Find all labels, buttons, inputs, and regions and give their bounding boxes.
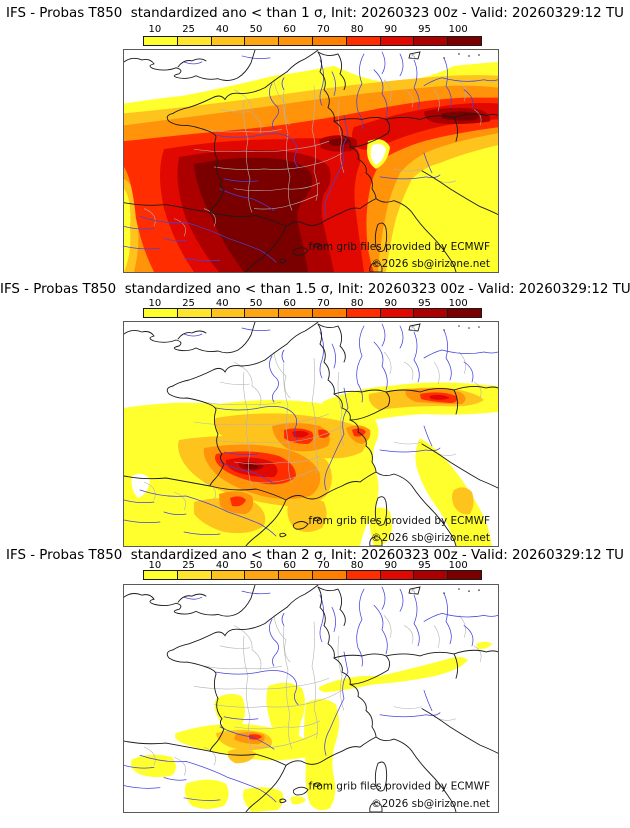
colorbar-segment bbox=[177, 571, 212, 579]
colorbar-tick-label: 10 bbox=[148, 298, 162, 309]
colorbar-segment bbox=[346, 571, 381, 579]
colorbar-segment bbox=[245, 571, 280, 579]
colorbar-segment bbox=[279, 37, 313, 45]
colorbar-tick-label: 100 bbox=[448, 24, 468, 35]
colorbar-segment bbox=[380, 309, 415, 317]
colorbar-segment bbox=[414, 571, 449, 579]
panel-2-title: IFS - Probas T850 standardized ano < tha… bbox=[0, 282, 630, 297]
colorbar-segment bbox=[211, 571, 246, 579]
colorbar-segment bbox=[312, 571, 347, 579]
colorbar-tick-label: 80 bbox=[350, 24, 364, 35]
panel-3-colorbar bbox=[143, 570, 482, 580]
colorbar-tick-label: 10 bbox=[148, 560, 162, 571]
watermark-copyright: ©2026 sb@irizone.net bbox=[371, 798, 490, 810]
panel-2-colorbar-ticks: 10 25 40 50 60 70 80 90 95 100 bbox=[138, 298, 475, 309]
colorbar-tick-label: 70 bbox=[317, 560, 330, 571]
colorbar-segment bbox=[414, 309, 449, 317]
panel-1-colorbar-ticks: 10 25 40 50 60 70 80 90 95 100 bbox=[138, 24, 475, 35]
colorbar-segment bbox=[312, 309, 347, 317]
panel-1-title: IFS - Probas T850 standardized ano < tha… bbox=[6, 6, 624, 21]
colorbar-segment bbox=[211, 37, 246, 45]
probability-field-2sigma bbox=[124, 585, 498, 812]
watermark-copyright: ©2026 sb@irizone.net bbox=[371, 532, 490, 544]
probability-field-1_5sigma bbox=[124, 322, 498, 546]
map-2sigma: from grib files provided by ECMWF ©2026 … bbox=[123, 584, 499, 813]
colorbar-segment bbox=[144, 37, 178, 45]
colorbar-tick-label: 50 bbox=[249, 560, 263, 571]
colorbar-segment bbox=[448, 309, 481, 317]
colorbar-tick-label: 80 bbox=[350, 560, 364, 571]
colorbar-tick-label: 100 bbox=[448, 560, 468, 571]
colorbar-segment bbox=[380, 37, 415, 45]
colorbar-segment bbox=[144, 309, 178, 317]
colorbar-segment bbox=[211, 309, 246, 317]
colorbar-tick-label: 95 bbox=[418, 24, 431, 35]
colorbar-tick-label: 70 bbox=[317, 24, 330, 35]
colorbar-segment bbox=[346, 309, 381, 317]
colorbar-segment bbox=[414, 37, 449, 45]
panel-2-colorbar bbox=[143, 308, 482, 318]
colorbar-segment bbox=[380, 571, 415, 579]
colorbar-tick-label: 95 bbox=[418, 298, 431, 309]
colorbar-tick-label: 80 bbox=[350, 298, 364, 309]
colorbar-tick-label: 90 bbox=[384, 24, 398, 35]
panel-3-title: IFS - Probas T850 standardized ano < tha… bbox=[6, 548, 624, 563]
colorbar-tick-label: 25 bbox=[182, 298, 195, 309]
colorbar-tick-label: 40 bbox=[215, 24, 229, 35]
colorbar-segment bbox=[144, 571, 178, 579]
colorbar-tick-label: 90 bbox=[384, 560, 398, 571]
colorbar-tick-label: 95 bbox=[418, 560, 431, 571]
colorbar-tick-label: 60 bbox=[283, 24, 297, 35]
colorbar-segment bbox=[177, 309, 212, 317]
map-1sigma: 5 f bbox=[123, 49, 499, 273]
colorbar-tick-label: 50 bbox=[249, 298, 263, 309]
colorbar-tick-label: 100 bbox=[448, 298, 468, 309]
colorbar-segment bbox=[245, 309, 280, 317]
colorbar-segment bbox=[279, 571, 313, 579]
probability-field-1sigma bbox=[124, 50, 498, 272]
colorbar-tick-label: 10 bbox=[148, 24, 162, 35]
colorbar-segment bbox=[448, 37, 481, 45]
colorbar-segment bbox=[177, 37, 212, 45]
watermark-source: from grib files provided by ECMWF bbox=[308, 515, 490, 527]
colorbar-tick-label: 40 bbox=[215, 298, 229, 309]
colorbar-tick-label: 25 bbox=[182, 24, 195, 35]
panel-1-colorbar bbox=[143, 36, 482, 46]
colorbar-tick-label: 60 bbox=[283, 298, 297, 309]
colorbar-tick-label: 90 bbox=[384, 298, 398, 309]
panel-3-colorbar-ticks: 10 25 40 50 60 70 80 90 95 100 bbox=[138, 560, 475, 571]
watermark-copyright: ©2026 sb@irizone.net bbox=[371, 258, 490, 270]
colorbar-tick-label: 50 bbox=[249, 24, 263, 35]
colorbar-segment bbox=[448, 571, 481, 579]
colorbar-tick-label: 70 bbox=[317, 298, 330, 309]
colorbar-segment bbox=[245, 37, 280, 45]
colorbar-segment bbox=[279, 309, 313, 317]
colorbar-tick-label: 60 bbox=[283, 560, 297, 571]
colorbar-tick-label: 25 bbox=[182, 560, 195, 571]
watermark-source: from grib files provided by ECMWF bbox=[309, 241, 490, 253]
map-1_5sigma: from grib files provided by ECMWF ©2026 … bbox=[123, 321, 499, 547]
watermark-source: from grib files provided by ECMWF bbox=[309, 781, 490, 793]
colorbar-tick-label: 40 bbox=[215, 560, 229, 571]
colorbar-segment bbox=[312, 37, 347, 45]
colorbar-segment bbox=[346, 37, 381, 45]
